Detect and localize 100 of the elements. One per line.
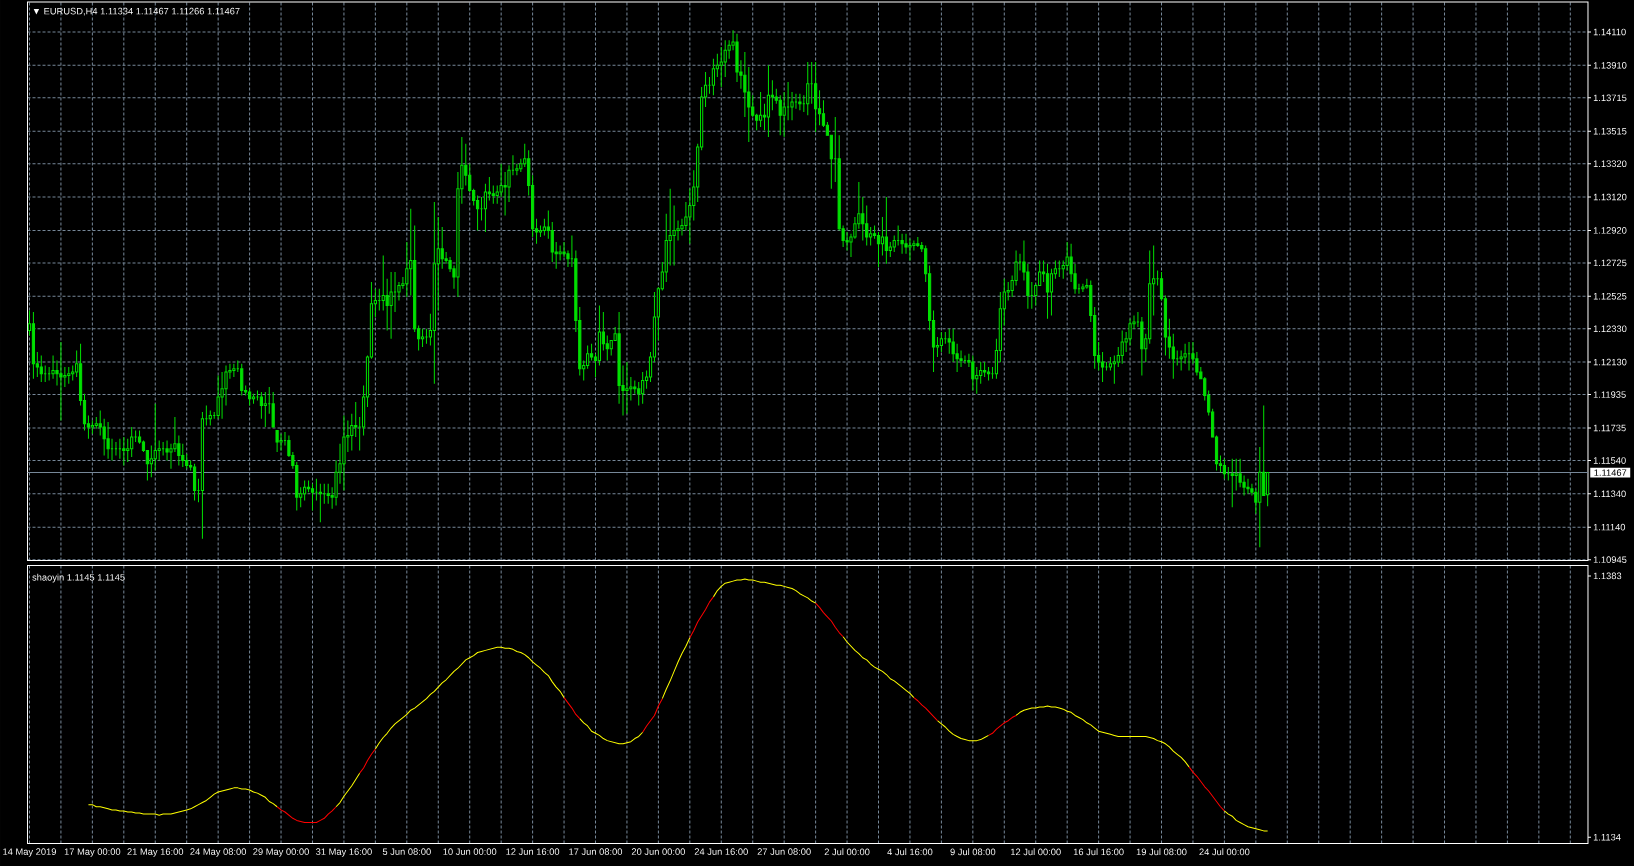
y-tick-label: 1.12725 [1593, 259, 1627, 267]
y-tick-label: 1.12330 [1593, 325, 1627, 333]
candlestick [782, 91, 786, 138]
candlestick [719, 46, 723, 88]
x-tick-label: 5 Jun 08:00 [382, 848, 431, 855]
candlestick [1242, 474, 1246, 496]
candlestick [350, 413, 354, 451]
candlestick [900, 233, 904, 255]
candlestick [861, 196, 865, 241]
x-tick-label: 14 May 2019 [3, 848, 56, 857]
x-tick-label: 24 May 08:00 [190, 848, 247, 857]
candlestick [405, 241, 409, 298]
candlestick [959, 349, 963, 368]
candlestick [1081, 283, 1085, 293]
y-tick-label: 1.12920 [1593, 227, 1627, 234]
x-tick-label: 2 Jul 00:00 [824, 848, 870, 856]
candlestick [432, 201, 436, 385]
candlestick [1246, 478, 1250, 495]
candlestick [766, 64, 771, 138]
x-tick-label: 9 Jul 08:00 [950, 848, 996, 856]
candlestick [393, 271, 397, 313]
x-tick-label: 4 Jul 16:00 [887, 848, 933, 856]
candlestick [912, 239, 916, 251]
candlestick [845, 231, 849, 251]
candlestick [224, 364, 228, 406]
candlestick [680, 218, 684, 236]
candlestick [381, 254, 385, 311]
candlestick [326, 483, 330, 505]
candlestick [979, 361, 983, 385]
y-tick-label: 1.12525 [1593, 292, 1627, 300]
candlestick [955, 343, 959, 373]
x-tick-label: 12 Jun 16:00 [506, 848, 560, 855]
x-tick-label: 17 Jun 08:00 [569, 848, 623, 855]
candlestick [220, 371, 224, 420]
candlestick [562, 241, 566, 258]
candlestick [1120, 329, 1124, 365]
y-tick-label: 1.11735 [1593, 424, 1626, 432]
candlestick [688, 188, 692, 245]
y-tick-label: 1.11935 [1593, 391, 1626, 398]
x-tick-label: 31 May 16:00 [316, 848, 372, 857]
x-tick-label: 20 Jun 00:00 [631, 848, 685, 855]
candlestick [444, 251, 448, 265]
candlestick [625, 361, 629, 415]
candlestick [876, 231, 881, 268]
candlestick [1148, 249, 1152, 345]
candlestick [173, 416, 177, 453]
candlestick [354, 401, 358, 438]
y-tick-label: 1.13910 [1593, 62, 1627, 69]
candlestick [1128, 318, 1132, 346]
x-tick-label: 29 May 00:00 [253, 848, 309, 857]
candlestick [711, 58, 716, 96]
y-tick-label: 1.11140 [1593, 523, 1626, 531]
candlestick [507, 164, 511, 203]
candlestick [550, 221, 554, 263]
candlestick [63, 366, 67, 388]
y-tick-label: 1.1134 [1593, 833, 1621, 841]
candlestick [342, 414, 346, 491]
candlestick [232, 363, 236, 378]
candlestick [908, 238, 912, 261]
x-tick-label: 24 Jun 16:00 [694, 848, 748, 855]
candlestick [880, 216, 885, 256]
y-tick-label: 1.13120 [1593, 193, 1627, 201]
y-tick-label: 1.11340 [1593, 490, 1626, 498]
text: shaoyin 1.1145 1.1145 [32, 573, 125, 583]
candlestick [794, 93, 798, 110]
x-tick-label: 16 Jul 16:00 [1073, 848, 1124, 856]
candlestick [106, 421, 110, 460]
candlestick [491, 184, 495, 205]
candlestick [617, 311, 621, 405]
candlestick [149, 444, 153, 478]
candlestick [814, 61, 818, 133]
x-tick-label: 12 Jul 00:00 [1011, 848, 1061, 856]
x-tick-label: 24 Jul 00:00 [1199, 848, 1250, 856]
x-tick-label: 10 Jun 00:00 [443, 848, 497, 855]
candlestick [503, 171, 507, 216]
ref-line-label: 1.11467 [1594, 469, 1627, 476]
candlestick [1061, 259, 1065, 280]
candlestick [798, 93, 802, 111]
candlestick [723, 39, 727, 78]
y-tick-label: 1.13715 [1593, 94, 1627, 102]
y-tick-label: 1.10945 [1593, 556, 1627, 563]
candlestick [1238, 458, 1242, 488]
candlestick [130, 426, 134, 458]
candlestick [786, 81, 790, 121]
x-tick-label: 27 Jun 08:00 [757, 848, 811, 855]
candlestick [440, 226, 444, 270]
candlestick [727, 39, 731, 60]
candlestick [806, 61, 810, 116]
y-tick-label: 1.11540 [1593, 457, 1626, 464]
candlestick [778, 94, 782, 136]
y-tick-label: 1.14110 [1593, 28, 1626, 36]
candlestick [389, 271, 393, 340]
candlestick [735, 33, 739, 83]
candlestick [263, 391, 267, 428]
candlestick [947, 328, 951, 355]
candlestick [165, 439, 169, 461]
y-tick-label: 1.13515 [1593, 127, 1627, 135]
y-tick-label: 1.12130 [1593, 358, 1627, 366]
candlestick [641, 371, 645, 405]
candlestick [59, 341, 63, 421]
